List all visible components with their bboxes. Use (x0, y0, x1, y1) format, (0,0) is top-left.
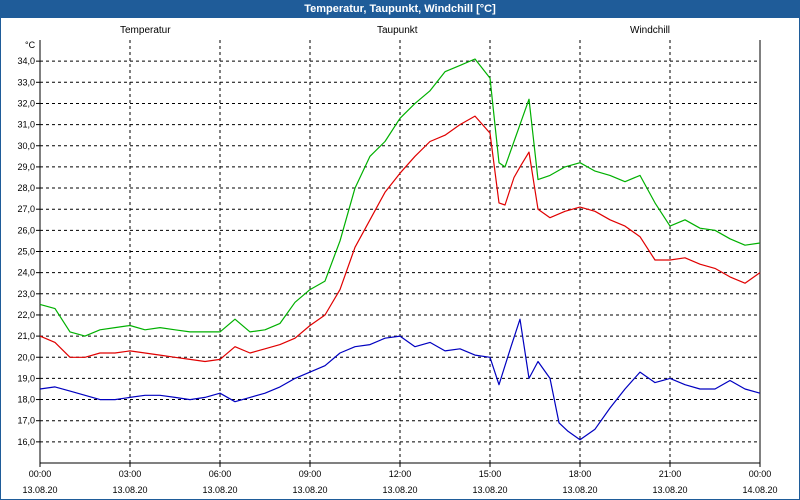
y-tick-label: 19,0 (17, 373, 35, 383)
y-tick-label: 27,0 (17, 204, 35, 214)
y-tick-label: 31,0 (17, 120, 35, 130)
series-line-windchill (39, 58, 761, 337)
x-tick-time: 00:00 (29, 469, 52, 479)
y-axis-unit-label: °C (25, 40, 36, 50)
x-tick-time: 06:00 (209, 469, 232, 479)
y-tick-label: 25,0 (17, 247, 35, 257)
x-tick-date: 13.08.20 (22, 485, 57, 495)
x-tick-date: 13.08.20 (562, 485, 597, 495)
x-tick-time: 09:00 (299, 469, 322, 479)
y-tick-label: 30,0 (17, 141, 35, 151)
series-lines (39, 58, 761, 441)
x-tick-date: 13.08.20 (112, 485, 147, 495)
x-tick-time: 03:00 (119, 469, 142, 479)
y-tick-label: 29,0 (17, 162, 35, 172)
y-tick-label: 21,0 (17, 331, 35, 341)
legend: Temperatur Taupunkt Windchill (120, 25, 670, 36)
legend-taupunkt: Taupunkt (377, 25, 418, 36)
y-tick-label: 24,0 (17, 268, 35, 278)
y-tick-label: 33,0 (17, 77, 35, 87)
x-tick-date: 13.08.20 (652, 485, 687, 495)
x-tick-date: 13.08.20 (382, 485, 417, 495)
y-tick-label: 26,0 (17, 225, 35, 235)
legend-temperatur: Temperatur (120, 25, 171, 36)
series-line-temperatur (39, 115, 761, 363)
y-tick-label: 17,0 (17, 416, 35, 426)
y-tick-label: 28,0 (17, 183, 35, 193)
y-tick-label: 20,0 (17, 352, 35, 362)
window-title: Temperatur, Taupunkt, Windchill [°C] (1, 1, 799, 18)
x-tick-date: 13.08.20 (472, 485, 507, 495)
x-tick-time: 12:00 (389, 469, 412, 479)
grid-layer (40, 40, 760, 463)
y-tick-label: 32,0 (17, 98, 35, 108)
x-tick-date: 13.08.20 (202, 485, 237, 495)
legend-windchill: Windchill (630, 25, 670, 36)
y-tick-label: 22,0 (17, 310, 35, 320)
y-tick-label: 34,0 (17, 56, 35, 66)
x-tick-date: 14.08.20 (742, 485, 777, 495)
series-line-taupunkt (39, 318, 761, 441)
x-tick-time: 15:00 (479, 469, 502, 479)
x-tick-time: 21:00 (659, 469, 682, 479)
x-tick-time: 18:00 (569, 469, 592, 479)
y-tick-label: 18,0 (17, 395, 35, 405)
x-tick-labels: 00:00 13.08.20 03:00 13.08.20 06:00 13.08.20 0… (22, 463, 778, 495)
x-tick-date: 13.08.20 (292, 485, 327, 495)
y-tick-label: 16,0 (17, 437, 35, 447)
y-tick-labels: 16,0 17,0 18,0 19,0 20,0 21,0 22,0 23,0 24,0 25,0… (17, 56, 40, 447)
x-tick-time: 00:00 (749, 469, 772, 479)
y-tick-label: 23,0 (17, 289, 35, 299)
